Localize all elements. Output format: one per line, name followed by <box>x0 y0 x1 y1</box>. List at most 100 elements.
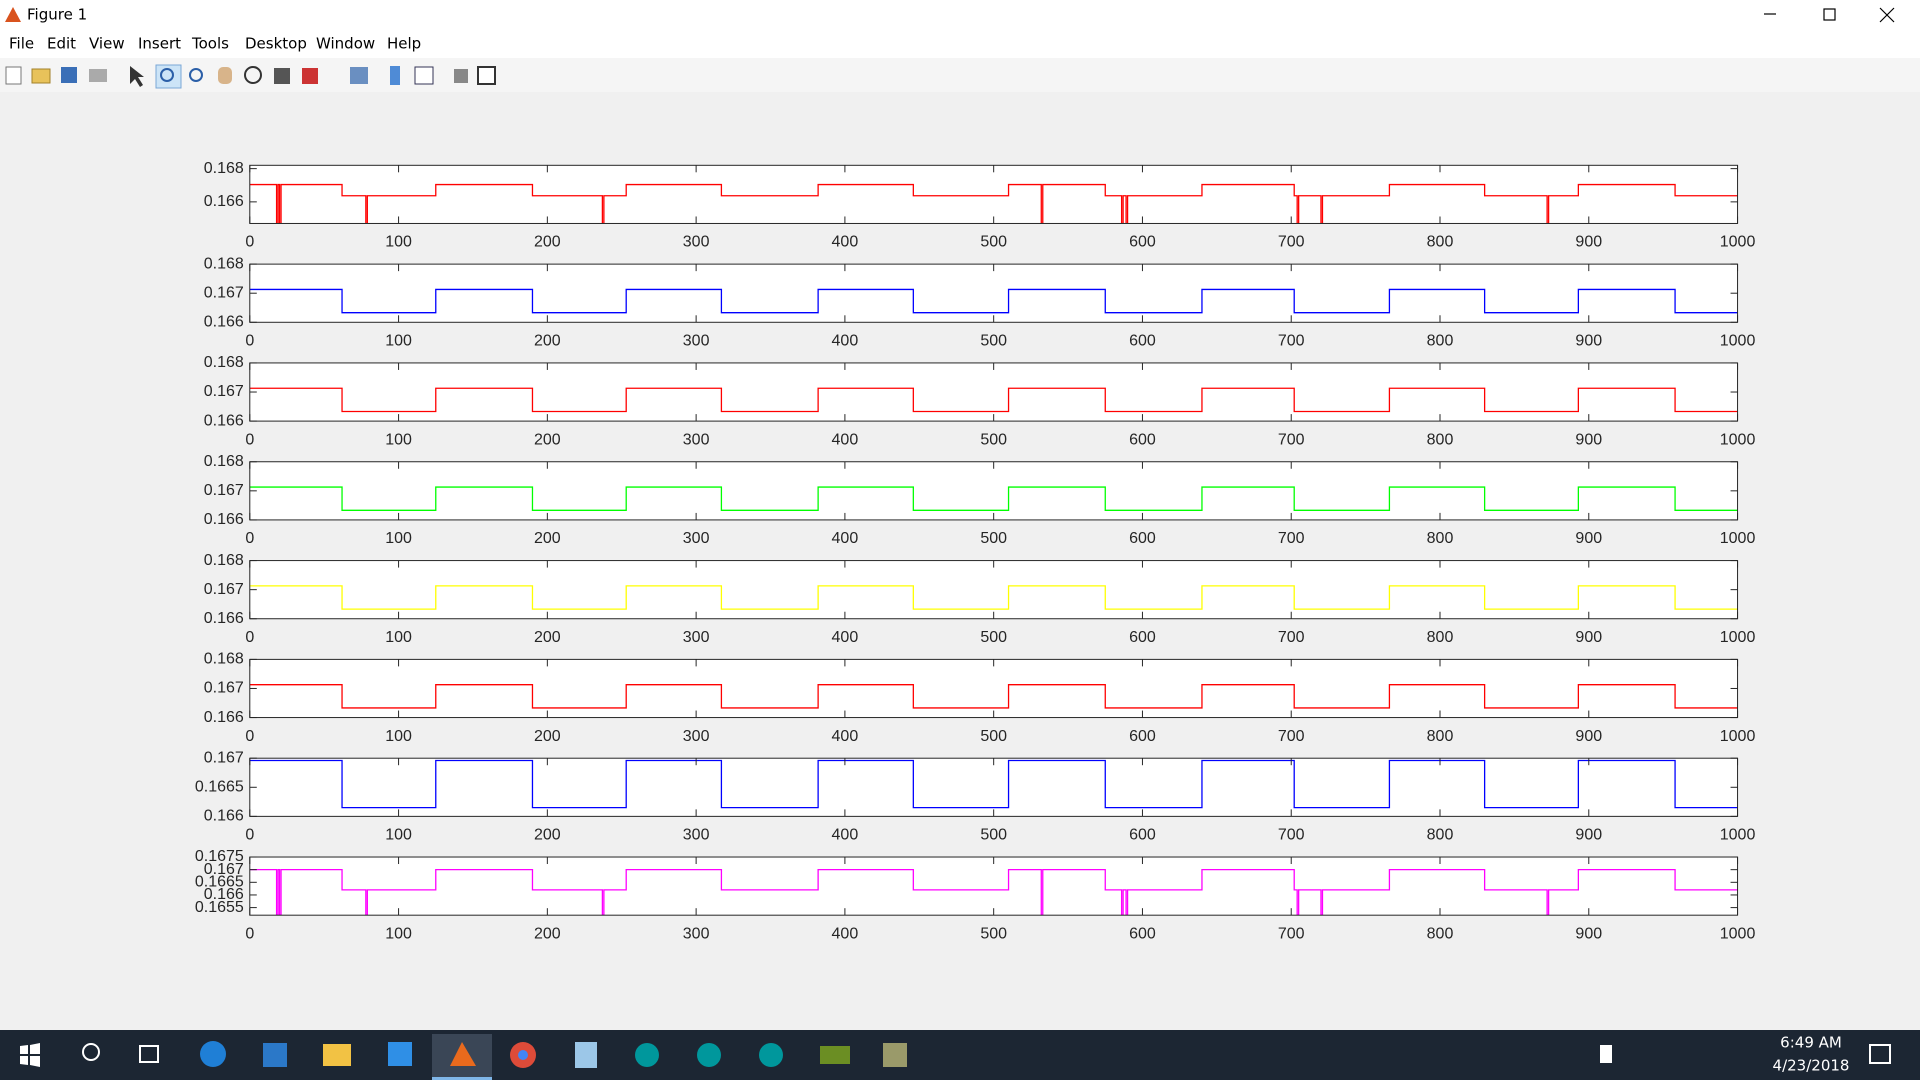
zoom-out-icon[interactable] <box>189 68 203 82</box>
link-icon[interactable] <box>350 67 368 84</box>
app-icon-2[interactable] <box>575 1042 597 1068</box>
y-tick-label: 0.167 <box>204 581 244 598</box>
x-tick-label: 300 <box>683 728 710 745</box>
x-tick-label: 600 <box>1129 629 1156 646</box>
data-line <box>249 759 1738 809</box>
toolbar <box>0 58 1920 92</box>
menu-bar <box>0 30 1920 58</box>
x-tick-label: 0 <box>245 728 254 745</box>
x-tick-label: 100 <box>385 925 412 942</box>
close-button[interactable] <box>1879 7 1895 23</box>
x-tick-label: 600 <box>1129 925 1156 942</box>
save-icon[interactable] <box>61 67 77 83</box>
y-tick-label: 0.167 <box>204 284 244 301</box>
x-tick-label: 800 <box>1427 629 1454 646</box>
taskbar <box>0 1030 1920 1080</box>
x-tick-label: 700 <box>1278 827 1305 844</box>
menu-item[interactable]: Window <box>316 35 375 53</box>
x-tick-label: 600 <box>1129 530 1156 547</box>
explorer-icon[interactable] <box>323 1044 351 1066</box>
menu-item[interactable]: Insert <box>138 35 181 53</box>
x-tick-label: 100 <box>385 431 412 448</box>
colorbar-icon[interactable] <box>390 66 400 85</box>
x-tick-label: 1000 <box>1720 728 1756 745</box>
x-tick-label: 600 <box>1129 333 1156 350</box>
arduino-icon-2[interactable] <box>697 1043 721 1067</box>
x-tick-label: 200 <box>534 827 561 844</box>
new-icon[interactable] <box>5 66 22 85</box>
edge-icon[interactable] <box>200 1041 226 1067</box>
x-tick-label: 100 <box>385 234 412 251</box>
x-tick-label: 900 <box>1575 234 1602 251</box>
x-tick-label: 500 <box>980 333 1007 350</box>
pointer-icon[interactable] <box>130 66 144 87</box>
x-tick-label: 300 <box>683 333 710 350</box>
hide-tools-icon[interactable] <box>454 69 468 83</box>
pan-icon[interactable] <box>218 67 232 84</box>
app-icon-3[interactable] <box>820 1046 850 1064</box>
x-tick-label: 900 <box>1575 827 1602 844</box>
y-tick-label: 0.166 <box>204 709 244 726</box>
axes-background <box>249 165 1738 224</box>
arduino-icon-3[interactable] <box>759 1043 783 1067</box>
start-button[interactable] <box>20 1043 40 1067</box>
axes-background <box>249 560 1738 619</box>
menu-item[interactable]: Help <box>387 35 421 53</box>
print-icon[interactable] <box>89 69 107 82</box>
x-tick-label: 400 <box>832 530 859 547</box>
x-tick-label: 800 <box>1427 728 1454 745</box>
axes-background <box>249 659 1738 718</box>
x-tick-label: 600 <box>1129 827 1156 844</box>
dropbox-icon[interactable] <box>388 1042 412 1066</box>
x-tick-label: 1000 <box>1720 629 1756 646</box>
task-view-button[interactable] <box>139 1045 159 1063</box>
open-icon[interactable] <box>31 68 51 84</box>
app-icon-4[interactable] <box>883 1043 907 1067</box>
brush-icon[interactable] <box>302 68 318 84</box>
restore-button[interactable] <box>1823 8 1836 21</box>
x-tick-label: 700 <box>1278 431 1305 448</box>
x-tick-label: 300 <box>683 629 710 646</box>
x-tick-label: 300 <box>683 827 710 844</box>
x-tick-label: 900 <box>1575 925 1602 942</box>
show-tools-icon[interactable] <box>477 66 496 85</box>
y-tick-label: 0.166 <box>204 511 244 528</box>
tray-icons[interactable] <box>1600 1045 1612 1063</box>
taskbar-icons <box>20 1034 1891 1080</box>
menu-item[interactable]: File <box>9 35 34 53</box>
menu-item[interactable]: Edit <box>47 35 76 53</box>
store-icon[interactable] <box>263 1043 287 1067</box>
y-tick-label: 0.167 <box>204 680 244 697</box>
x-tick-label: 200 <box>534 728 561 745</box>
legend-icon[interactable] <box>414 66 434 85</box>
y-tick-label: 0.1665 <box>195 874 244 891</box>
x-tick-label: 200 <box>534 629 561 646</box>
menu-item[interactable]: Tools <box>191 35 229 53</box>
x-tick-label: 400 <box>832 629 859 646</box>
x-tick-label: 400 <box>832 431 859 448</box>
x-tick-label: 800 <box>1427 827 1454 844</box>
x-tick-label: 1000 <box>1720 234 1756 251</box>
data-line <box>249 288 1738 314</box>
x-tick-label: 700 <box>1278 530 1305 547</box>
x-tick-label: 400 <box>832 333 859 350</box>
y-tick-label: 0.168 <box>204 453 244 470</box>
x-tick-label: 400 <box>832 234 859 251</box>
x-tick-label: 400 <box>832 925 859 942</box>
datatip-icon[interactable] <box>274 68 290 84</box>
arduino-icon-1[interactable] <box>635 1043 659 1067</box>
rotate-icon[interactable] <box>244 66 262 84</box>
x-tick-label: 0 <box>245 530 254 547</box>
notifications-button[interactable] <box>1869 1044 1891 1064</box>
menu-item[interactable]: Desktop <box>245 35 307 53</box>
subplot: 0 100 200 300 400 500 600 700 800 900 1000 0.166 0.1… <box>204 160 1756 251</box>
x-tick-label: 400 <box>832 728 859 745</box>
x-tick-label: 900 <box>1575 333 1602 350</box>
x-tick-label: 1000 <box>1720 530 1756 547</box>
x-tick-label: 300 <box>683 925 710 942</box>
search-button[interactable] <box>82 1043 100 1061</box>
clock-date: 4/23/2018 <box>1773 1057 1850 1075</box>
subplot: 0 100 200 300 400 500 600 700 800 900 1000 0.166 0.1… <box>204 255 1756 349</box>
x-tick-label: 700 <box>1278 234 1305 251</box>
menu-item[interactable]: View <box>89 35 125 53</box>
